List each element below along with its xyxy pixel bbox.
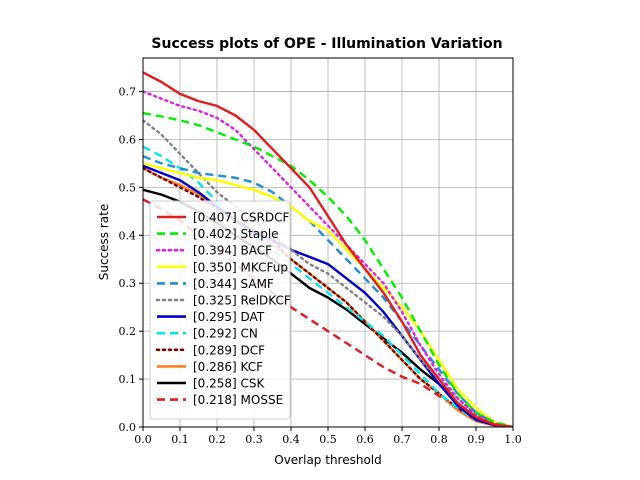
y-tick-label: 0.1 xyxy=(119,373,137,386)
y-tick-label: 0.3 xyxy=(119,277,137,290)
legend-entry-label: [0.295] DAT xyxy=(193,310,265,324)
x-tick-label: 0.9 xyxy=(467,433,485,446)
series-line xyxy=(143,164,513,427)
x-tick-label: 0.6 xyxy=(356,433,374,446)
y-tick-label: 0.4 xyxy=(119,229,137,242)
x-tick-label: 0.8 xyxy=(430,433,448,446)
x-tick-label: 0.4 xyxy=(282,433,300,446)
x-tick-label: 0.2 xyxy=(208,433,226,446)
series-line xyxy=(143,90,513,427)
legend-entry-label: [0.350] MKCFup xyxy=(193,260,288,274)
x-tick-label: 0.5 xyxy=(319,433,337,446)
x-tick-label: 0.3 xyxy=(245,433,263,446)
legend-entry-label: [0.258] CSK xyxy=(193,377,266,391)
series-line xyxy=(143,71,513,427)
legend-entry-label: [0.344] SAMF xyxy=(193,277,274,291)
series-line xyxy=(143,162,513,427)
y-tick-label: 0.2 xyxy=(119,325,137,338)
x-axis-ticks: 0.0 0.1 0.2 0.3 0.4 0.5 0.6 0.7 0.8 0.9 1.0 xyxy=(134,427,522,446)
y-tick-label: 0.7 xyxy=(119,86,137,99)
legend: [0.407] CSRDCF [0.402] Staple [0.394] BACF… xyxy=(149,200,291,420)
legend-entry-label: [0.286] KCF xyxy=(193,360,263,374)
series-line xyxy=(143,145,513,427)
y-tick-label: 0.6 xyxy=(119,133,137,146)
y-tick-label: 0.0 xyxy=(119,421,137,434)
series-line xyxy=(143,111,513,427)
y-tick-label: 0.5 xyxy=(119,181,137,194)
x-tick-label: 0.0 xyxy=(134,433,152,446)
legend-entry-label: [0.407] CSRDCF xyxy=(193,211,289,225)
series-line xyxy=(143,155,513,427)
legend-entry-label: [0.394] BACF xyxy=(193,244,272,258)
chart-title: Success plots of OPE - Illumination Vari… xyxy=(151,36,502,52)
legend-entry-label: [0.325] RelDKCF xyxy=(193,294,291,308)
x-axis-label: Overlap threshold xyxy=(274,453,382,467)
x-tick-label: 0.7 xyxy=(393,433,411,446)
legend-box xyxy=(149,200,291,420)
x-tick-label: 1.0 xyxy=(504,433,522,446)
legend-entry-label: [0.289] DCF xyxy=(193,343,265,357)
series-line xyxy=(143,166,513,427)
legend-entry-label: [0.402] Staple xyxy=(193,227,279,241)
legend-entry-label: [0.218] MOSSE xyxy=(193,393,283,407)
y-axis-label: Success rate xyxy=(97,204,111,281)
series-lines xyxy=(143,71,513,427)
y-axis-ticks: 0.0 0.1 0.2 0.3 0.4 0.5 0.6 0.7 xyxy=(119,86,143,434)
legend-entry-label: [0.292] CN xyxy=(193,327,258,341)
x-tick-label: 0.1 xyxy=(171,433,189,446)
